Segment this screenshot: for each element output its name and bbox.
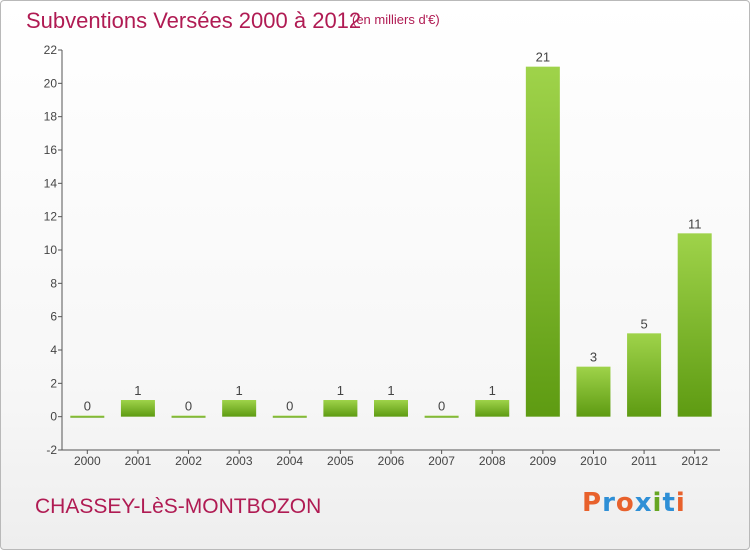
x-tick-label: 2009: [529, 454, 556, 468]
x-tick-label: 2004: [276, 454, 303, 468]
chart-bars: [70, 66, 712, 418]
chart-title: Subventions Versées 2000 à 2012: [26, 8, 362, 33]
value-label: 1: [337, 383, 344, 398]
proxiti-logo: Proxiti: [582, 488, 686, 518]
x-tick-label: 2007: [428, 454, 455, 468]
logo-letter: o: [615, 488, 635, 518]
value-label: 0: [185, 399, 192, 414]
y-tick-label: -2: [46, 443, 57, 457]
value-label: 1: [489, 383, 496, 398]
bar: [171, 415, 206, 418]
y-tick-label: 14: [44, 176, 58, 190]
x-tick-label: 2002: [175, 454, 202, 468]
bar: [272, 415, 307, 418]
bar: [475, 400, 510, 417]
bar: [677, 233, 712, 417]
y-tick-label: 2: [50, 376, 57, 390]
bar: [374, 400, 408, 417]
value-label: 1: [236, 383, 243, 398]
value-label: 21: [536, 50, 550, 65]
x-tick-label: 2012: [681, 454, 708, 468]
logo-letter: i: [652, 488, 663, 518]
x-tick-label: 2008: [479, 454, 506, 468]
value-label: 11: [688, 216, 702, 231]
chart-subtitle: (en milliers d'€): [352, 12, 440, 27]
x-tick-label: 2010: [580, 454, 607, 468]
y-tick-label: 16: [44, 143, 58, 157]
y-tick-label: 20: [44, 76, 58, 90]
x-tick-label: 2006: [378, 454, 405, 468]
y-tick-label: 8: [50, 276, 57, 290]
y-tick-label: 22: [44, 43, 58, 57]
y-tick-label: 4: [50, 343, 57, 357]
y-tick-label: 0: [50, 410, 57, 424]
x-tick-label: 2000: [74, 454, 101, 468]
value-label: 0: [84, 399, 91, 414]
logo-letter: i: [675, 488, 686, 518]
logo-letter: P: [582, 488, 603, 518]
bar: [627, 333, 662, 417]
bar: [323, 400, 358, 417]
logo-letter: r: [602, 488, 616, 518]
bar: [576, 366, 611, 417]
bar: [70, 415, 105, 418]
y-tick-label: 12: [44, 210, 58, 224]
logo-letter: x: [634, 488, 653, 518]
y-tick-label: 6: [50, 310, 57, 324]
value-label: 1: [134, 383, 141, 398]
value-label: 1: [387, 383, 394, 398]
x-tick-label: 2001: [125, 454, 152, 468]
value-label: 5: [640, 316, 647, 331]
x-tick-label: 2011: [631, 454, 657, 468]
x-tick-label: 2003: [226, 454, 253, 468]
x-tick-label: 2005: [327, 454, 354, 468]
bar: [424, 415, 459, 418]
logo-letter: t: [662, 488, 676, 518]
y-tick-label: 10: [44, 243, 58, 257]
value-label: 3: [590, 350, 597, 365]
commune-name: CHASSEY-LèS-MONTBOZON: [35, 495, 322, 518]
value-label: 0: [286, 399, 293, 414]
value-label: 0: [438, 399, 445, 414]
bar: [120, 400, 155, 417]
bar: [222, 400, 257, 417]
y-tick-label: 18: [44, 110, 58, 124]
bar: [525, 66, 560, 417]
